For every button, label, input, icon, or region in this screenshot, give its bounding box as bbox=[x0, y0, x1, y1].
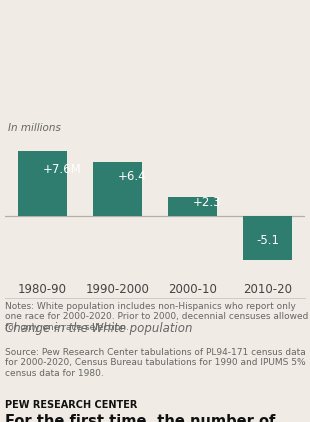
Text: -5.1: -5.1 bbox=[256, 234, 279, 247]
Text: +7.6M: +7.6M bbox=[42, 163, 81, 176]
Bar bbox=[93, 162, 142, 216]
Text: Source: Pew Research Center tabulations of PL94-171 census data for 2000-2020, C: Source: Pew Research Center tabulations … bbox=[5, 348, 306, 378]
Text: +2.3: +2.3 bbox=[193, 196, 221, 208]
Bar bbox=[243, 216, 292, 260]
Text: Change in the White population: Change in the White population bbox=[5, 322, 193, 335]
Bar bbox=[18, 151, 67, 216]
Text: For the first time, the number of
Americans who identify as White
declined betwe: For the first time, the number of Americ… bbox=[5, 414, 280, 422]
Text: PEW RESEARCH CENTER: PEW RESEARCH CENTER bbox=[5, 400, 137, 410]
Text: +6.4: +6.4 bbox=[117, 170, 146, 184]
Text: Notes: White population includes non-Hispanics who report only one race for 2000: Notes: White population includes non-His… bbox=[5, 302, 308, 332]
Bar bbox=[168, 197, 217, 216]
Text: In millions: In millions bbox=[8, 123, 61, 133]
